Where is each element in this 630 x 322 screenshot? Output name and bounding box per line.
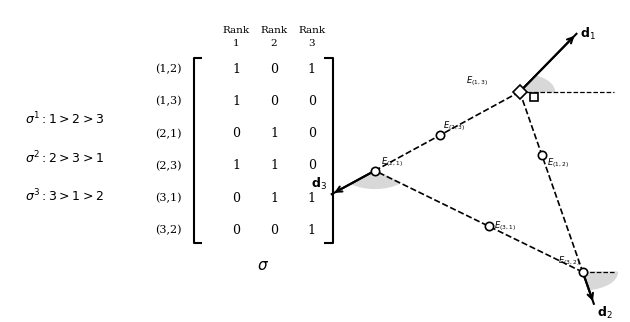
Text: 1: 1 [233, 39, 239, 48]
Text: 0: 0 [232, 224, 240, 237]
Text: $E_{(1,3)}$: $E_{(1,3)}$ [466, 74, 488, 88]
Wedge shape [351, 171, 400, 188]
Text: $E_{(1,2)}$: $E_{(1,2)}$ [547, 156, 569, 170]
Text: $\sigma^2 : 2 > 3 > 1$: $\sigma^2 : 2 > 3 > 1$ [25, 149, 104, 166]
Text: $\mathbf{d}_3$: $\mathbf{d}_3$ [311, 175, 327, 192]
Text: 0: 0 [270, 63, 278, 76]
Text: $\mathbf{d}_1$: $\mathbf{d}_1$ [580, 26, 595, 42]
Text: 1: 1 [308, 192, 316, 204]
Text: 1: 1 [232, 159, 240, 172]
Text: $E_{(3,1)}$: $E_{(3,1)}$ [494, 220, 516, 233]
Text: $E_{(2,3)}$: $E_{(2,3)}$ [444, 119, 465, 133]
Wedge shape [520, 76, 554, 92]
Text: $E_{(3,2)}$: $E_{(3,2)}$ [558, 254, 580, 268]
Text: 1: 1 [270, 192, 278, 204]
Text: 1: 1 [232, 95, 240, 108]
Text: (2,1): (2,1) [156, 128, 182, 139]
Text: $\sigma^3 : 3 > 1 > 2$: $\sigma^3 : 3 > 1 > 2$ [25, 188, 104, 205]
Text: (3,1): (3,1) [156, 193, 182, 203]
Text: 2: 2 [271, 39, 277, 48]
Text: (1,2): (1,2) [156, 64, 182, 74]
Text: Rank: Rank [298, 26, 326, 35]
Text: 0: 0 [270, 95, 278, 108]
Text: 3: 3 [309, 39, 315, 48]
Text: 0: 0 [308, 127, 316, 140]
Text: (1,3): (1,3) [156, 96, 182, 107]
Text: 1: 1 [232, 63, 240, 76]
Text: 1: 1 [308, 224, 316, 237]
Text: $\mathbf{d}_2$: $\mathbf{d}_2$ [597, 305, 612, 321]
Text: 0: 0 [232, 127, 240, 140]
Text: $\sigma$: $\sigma$ [257, 259, 270, 273]
Text: (2,3): (2,3) [156, 161, 182, 171]
Text: 1: 1 [270, 159, 278, 172]
Text: Rank: Rank [222, 26, 250, 35]
Text: 0: 0 [308, 95, 316, 108]
Text: 0: 0 [232, 192, 240, 204]
Text: 0: 0 [270, 224, 278, 237]
Text: $E_{(2,1)}$: $E_{(2,1)}$ [381, 155, 403, 169]
Wedge shape [583, 272, 617, 289]
Text: 0: 0 [308, 159, 316, 172]
Text: (3,2): (3,2) [156, 225, 182, 235]
Text: Rank: Rank [260, 26, 288, 35]
Text: $\sigma^1 : 1 > 2 > 3$: $\sigma^1 : 1 > 2 > 3$ [25, 111, 104, 128]
Text: 1: 1 [308, 63, 316, 76]
Text: 1: 1 [270, 127, 278, 140]
